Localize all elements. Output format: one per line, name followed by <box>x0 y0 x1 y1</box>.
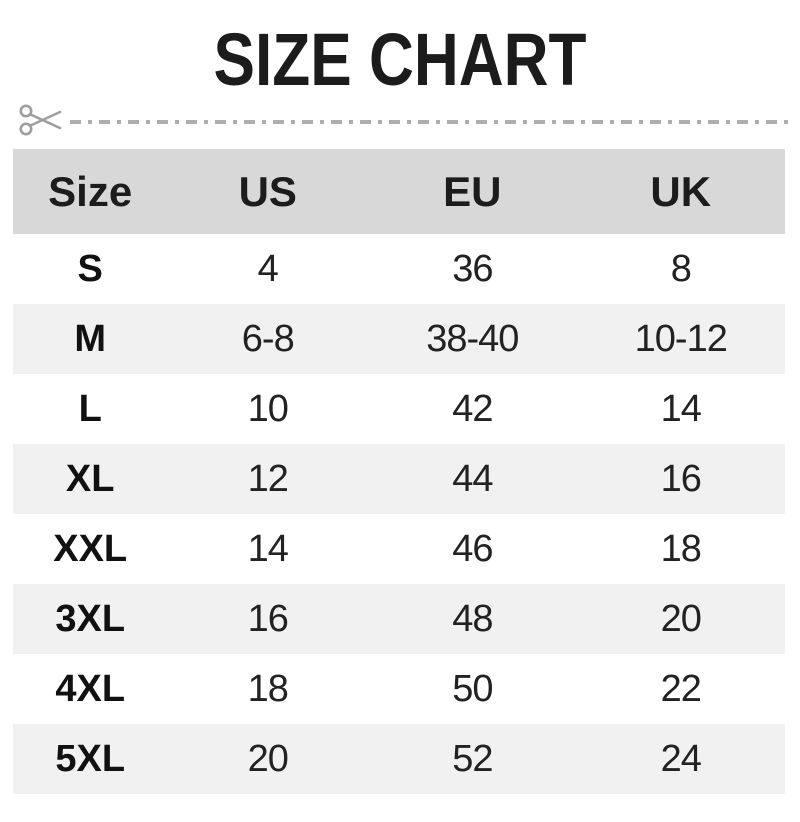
size-label: S <box>77 247 103 290</box>
us-value: 12 <box>247 457 289 500</box>
header-cell-eu: EU <box>443 167 502 215</box>
size-label: XXL <box>53 527 128 570</box>
us-value: 20 <box>247 737 289 780</box>
eu-value: 50 <box>452 667 493 710</box>
table-row-xl: XL 12 44 16 <box>13 444 785 514</box>
size-label: M <box>74 317 107 360</box>
uk-value: 14 <box>660 387 702 430</box>
uk-value: 10-12 <box>634 317 728 360</box>
table-row-4xl: 4XL 18 50 22 <box>13 654 785 724</box>
size-table: Size US EU UK S 4 36 8 M 6-8 38-40 10-12… <box>13 149 785 794</box>
us-value: 16 <box>247 597 289 640</box>
eu-value: 38-40 <box>426 317 519 360</box>
cut-here-divider <box>18 102 788 142</box>
uk-value: 18 <box>660 527 702 570</box>
uk-value: 16 <box>660 457 702 500</box>
size-label: 5XL <box>55 737 126 780</box>
size-label: XL <box>65 457 115 500</box>
uk-value: 20 <box>660 597 702 640</box>
page-title-wrap: SIZE CHART <box>0 18 800 101</box>
size-label: 3XL <box>55 597 126 640</box>
header-cell-uk: UK <box>650 167 712 215</box>
eu-value: 48 <box>452 597 493 640</box>
table-row-l: L 10 42 14 <box>13 374 785 444</box>
eu-value: 36 <box>452 247 493 290</box>
table-row-m: M 6-8 38-40 10-12 <box>13 304 785 374</box>
table-row-s: S 4 36 8 <box>13 234 785 304</box>
eu-value: 42 <box>452 387 493 430</box>
eu-value: 46 <box>452 527 493 570</box>
header-cell-size: Size <box>48 167 133 215</box>
eu-value: 44 <box>452 457 493 500</box>
uk-value: 22 <box>660 667 702 710</box>
page-title: SIZE CHART <box>213 17 587 101</box>
us-value: 14 <box>247 527 289 570</box>
us-value: 4 <box>257 247 279 290</box>
us-value: 10 <box>247 387 289 430</box>
eu-value: 52 <box>452 737 493 780</box>
scissors-icon <box>18 101 64 144</box>
dash-dot-cut-line <box>70 120 788 124</box>
table-row-3xl: 3XL 16 48 20 <box>13 584 785 654</box>
us-value: 6-8 <box>241 317 295 360</box>
header-cell-us: US <box>238 167 297 215</box>
table-row-xxl: XXL 14 46 18 <box>13 514 785 584</box>
table-header-row: Size US EU UK <box>13 149 785 234</box>
us-value: 18 <box>247 667 289 710</box>
uk-value: 8 <box>670 247 692 290</box>
size-label: 4XL <box>55 667 126 710</box>
uk-value: 24 <box>660 737 702 780</box>
size-label: L <box>78 387 102 430</box>
table-row-5xl: 5XL 20 52 24 <box>13 724 785 794</box>
